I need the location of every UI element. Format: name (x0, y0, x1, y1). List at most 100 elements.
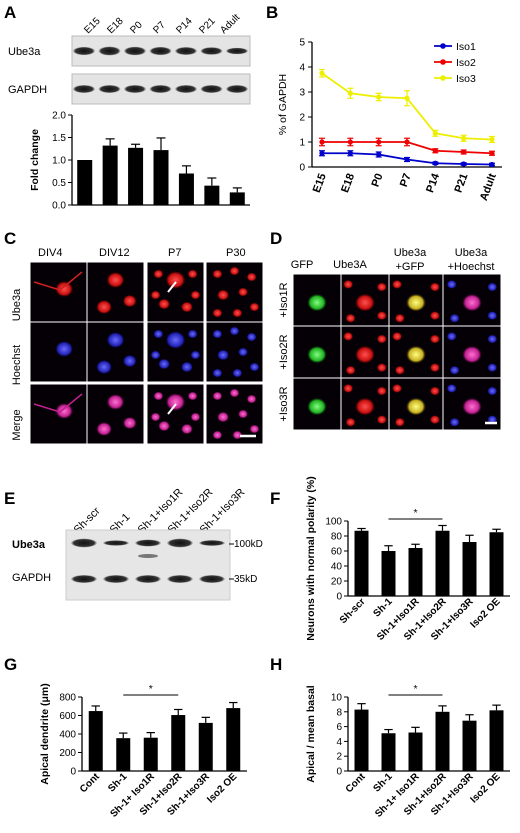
cell (180, 423, 193, 435)
cell (429, 282, 440, 292)
panel-label-e: E (4, 489, 15, 508)
gapdh-band (124, 85, 146, 93)
lane-label: P21 (197, 15, 218, 36)
x-tick-label: Iso2 OE (469, 596, 503, 630)
arrow (167, 403, 177, 415)
cell (158, 298, 171, 310)
cell (406, 397, 426, 416)
cell (217, 411, 230, 423)
gapdh-band (149, 85, 172, 93)
panel-c-col-label: DIV4 (38, 247, 62, 259)
x-tick-label: Iso2 OE (469, 771, 503, 805)
panel-a-lane-labels: E15 E18 P0 P7 P14 P21 Adult (82, 12, 242, 36)
ube3a-band (199, 540, 225, 546)
y-tick-label: 60 (331, 547, 343, 558)
cell (376, 363, 387, 373)
y-tick-label: 1.5 (52, 133, 66, 144)
cell (212, 430, 223, 440)
gapdh-band (200, 85, 223, 93)
panel-label-g: G (4, 655, 17, 674)
chart-a-fold-change: 0.0 0.5 1.0 1.5 2.0 Fold change (29, 111, 250, 212)
cell (96, 299, 113, 315)
bar (462, 720, 477, 771)
cell (343, 331, 354, 341)
chart-b-isoform-levels: 0 1 2 3 4 5 % of GAPDH E15 E18 P0 P7 P14 P21 Adult Iso… (277, 38, 502, 202)
x-tick-label: Sh-scr (338, 596, 368, 626)
ube3a-band (103, 540, 129, 546)
panel-d-micrographs: GFP Ube3A Ube3a +GFP Ube3a +Hoechst +Iso… (278, 247, 502, 431)
cell (55, 340, 74, 358)
data-point (461, 149, 467, 155)
data-point (404, 139, 410, 145)
gapdh-band (226, 85, 248, 93)
gapdh-band (135, 575, 161, 583)
significance-star: * (413, 507, 417, 519)
data-point (432, 160, 438, 166)
cell (165, 271, 186, 289)
x-tick-label: E15 (311, 172, 329, 195)
y-tick-label: 100 (325, 517, 342, 528)
cell (232, 430, 243, 440)
cell (462, 397, 482, 416)
ube3a-band (71, 538, 97, 548)
cell (158, 420, 171, 432)
cell (429, 386, 440, 396)
panel-c-row-label: Ube3a (11, 288, 23, 321)
y-tick-label: 1.0 (52, 156, 66, 167)
data-point (432, 148, 438, 154)
x-tick-label: Sh-1 (372, 771, 395, 794)
cell (307, 345, 327, 364)
cell (229, 266, 240, 276)
micrograph-tile (86, 261, 145, 323)
bar (204, 185, 220, 205)
neurite (33, 271, 83, 291)
gapdh-band (71, 575, 97, 583)
ube3a-band (135, 539, 161, 547)
x-tick-label: Cont (78, 771, 102, 795)
bar (77, 160, 93, 205)
mw-marker: 100kD (234, 539, 263, 550)
cell (55, 280, 74, 298)
panel-c-col-label: P7 (168, 247, 181, 259)
cell (355, 345, 375, 364)
bar (102, 145, 118, 205)
cell (429, 334, 440, 344)
data-point (432, 130, 438, 136)
cell (392, 383, 403, 393)
cell (232, 308, 243, 318)
cell (355, 397, 375, 416)
bar (435, 530, 450, 596)
y-tick-label: 40 (331, 562, 343, 573)
blot-row-label-gapdh: GAPDH (12, 572, 51, 584)
bar (462, 542, 477, 596)
cell (429, 311, 440, 321)
cell (153, 391, 164, 401)
mw-marker: 35kD (234, 574, 257, 585)
x-tick-label: Sh-1 (106, 771, 129, 794)
cell (406, 293, 426, 312)
y-axis-label: Fold change (29, 129, 41, 191)
cell (345, 313, 356, 323)
legend-label: Iso3 (456, 73, 476, 85)
cell (345, 417, 356, 427)
cell (232, 368, 243, 378)
cell (238, 287, 249, 297)
x-tick-label: P21 (453, 172, 471, 195)
cell (249, 424, 260, 434)
lane-label: E18 (105, 15, 126, 36)
y-tick-label: 4 (299, 63, 305, 74)
x-tick-label: Iso2 OE (205, 771, 239, 805)
data-point (347, 90, 353, 96)
bar (171, 715, 186, 771)
panel-d-col-label: +GFP (395, 261, 424, 273)
neurite (33, 393, 83, 413)
y-tick-label: 0 (299, 163, 305, 174)
cell (487, 386, 498, 396)
ube3a-band (98, 46, 121, 56)
ube3a-band (175, 47, 197, 55)
gapdh-band (167, 575, 193, 583)
cell (96, 421, 113, 437)
gapdh-band (98, 85, 121, 93)
bar (354, 709, 369, 771)
